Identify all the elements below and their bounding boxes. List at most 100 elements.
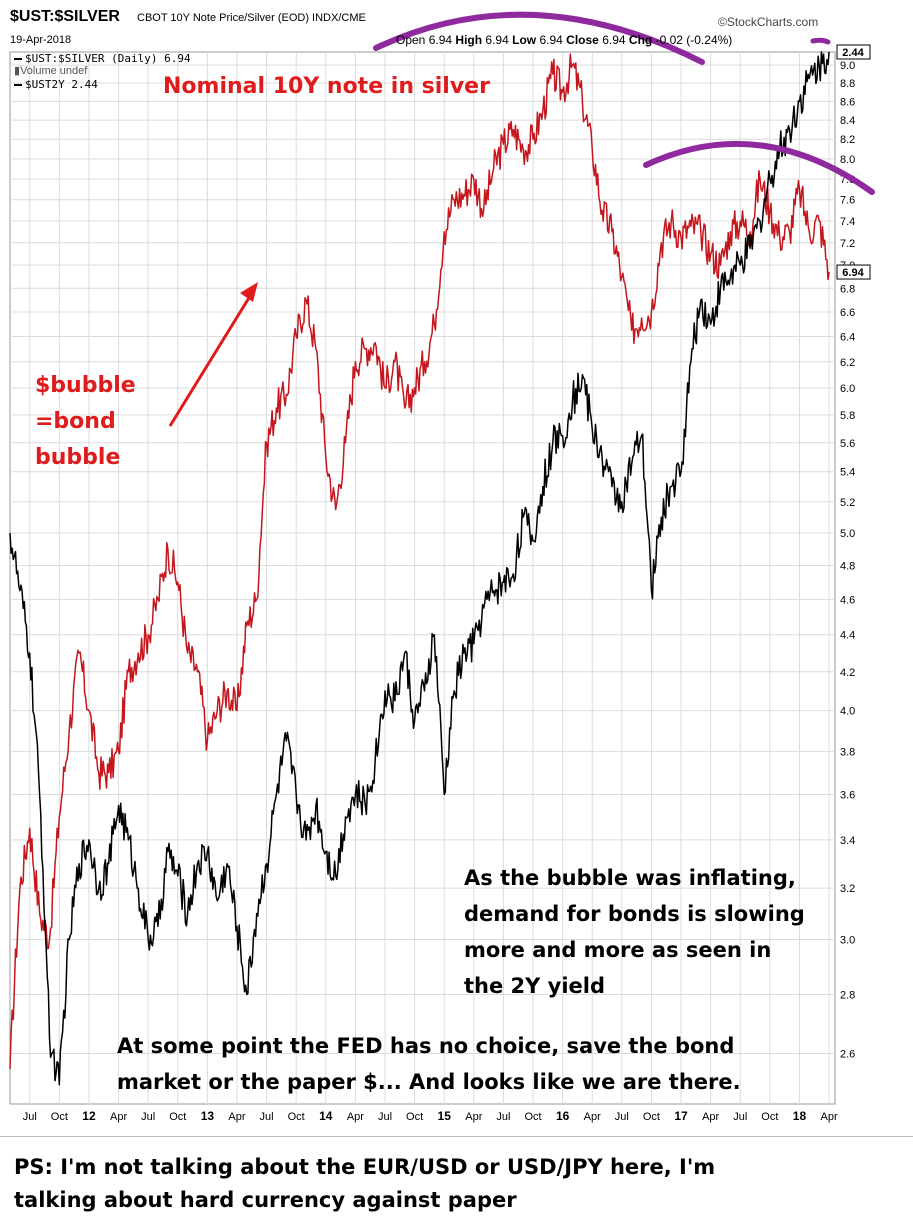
annotation-fed-line: At some point the FED has no choice, sav… [117, 1034, 735, 1058]
badge-label: 6.94 [842, 267, 864, 279]
annotation-fed-line: market or the paper $... And looks like … [117, 1070, 741, 1094]
ps-line: talking about hard currency against pape… [14, 1188, 517, 1212]
chart-symbol: $UST:$SILVER [10, 8, 120, 25]
y-tick-label: 8.0 [840, 154, 855, 166]
y-tick-label: 9.0 [840, 60, 855, 72]
y-tick-label: 4.2 [840, 667, 855, 679]
y-tick-label: 5.6 [840, 438, 855, 450]
y-tick-label: 6.6 [840, 307, 855, 319]
x-tick-label: 14 [319, 1109, 333, 1123]
high-value: 6.94 [485, 33, 509, 47]
x-tick-label: 13 [201, 1109, 215, 1123]
series-group [9, 51, 830, 1086]
x-tick-label: 17 [674, 1109, 688, 1123]
last-value-badge: 2.44 [836, 44, 871, 60]
badge-box [836, 264, 871, 280]
open-value: 6.94 [428, 33, 453, 47]
x-tick-label: 15 [438, 1109, 452, 1123]
small-arc [810, 37, 831, 45]
legend-item-volume: ▮Volume undef [14, 65, 191, 78]
ps-line: PS: I'm not talking about the EUR/USD or… [14, 1155, 716, 1179]
x-tick-label: Oct [406, 1111, 423, 1123]
annotation-inflating-line: demand for bonds is slowing [464, 902, 805, 926]
y-tick-label: 4.4 [840, 630, 855, 642]
x-tick-label: Apr [228, 1111, 245, 1123]
y-tick-label: 5.2 [840, 497, 855, 509]
legend-swatch [14, 58, 22, 60]
annotation-inflating-line: the 2Y yield [464, 974, 606, 998]
y-tick-label: 3.6 [840, 789, 855, 801]
open-label: Open [396, 33, 426, 47]
x-tick-label: Apr [584, 1111, 601, 1123]
x-tick-label: Oct [643, 1111, 660, 1123]
y-tick-label: 6.4 [840, 332, 855, 344]
volume-bars-icon: ▮ [14, 65, 21, 77]
annotation-bubble-line: =bond [35, 409, 116, 434]
close-value: 6.94 [602, 33, 626, 47]
low-value: 6.94 [539, 33, 563, 47]
annotation-bubble: $bubble =bond bubble [35, 368, 136, 476]
y-tick-label: 4.0 [840, 706, 855, 718]
badge-box [836, 44, 871, 60]
series-line-1 [9, 51, 830, 1086]
y-tick-label: 5.0 [840, 528, 855, 540]
annotation-inflating: As the bubble was inflating, demand for … [464, 860, 805, 1004]
y-tick-label: 2.8 [840, 989, 855, 1001]
annotation-bubble-line: $bubble [35, 373, 136, 398]
x-tick-label: Oct [51, 1111, 68, 1123]
low-label: Low [512, 33, 537, 47]
x-tick-label: 12 [82, 1109, 96, 1123]
x-tick-label: Oct [761, 1111, 778, 1123]
y-tick-label: 8.6 [840, 96, 855, 108]
brand-watermark: ©StockCharts.com [718, 15, 819, 29]
x-tick-label: Jul [378, 1111, 392, 1123]
y-tick-label: 6.8 [840, 283, 855, 295]
x-tick-label: Jul [23, 1111, 37, 1123]
y-tick-label: 3.8 [840, 746, 855, 758]
y-tick-label: 8.2 [840, 134, 855, 146]
y-tick-label: 5.4 [840, 467, 855, 479]
chg-label: Chg [628, 33, 653, 47]
ohlc-readout: Open 6.94 High 6.94 Low 6.94 Close 6.94 … [396, 33, 732, 47]
x-tick-label: Jul [615, 1111, 629, 1123]
x-tick-label: 18 [793, 1109, 807, 1123]
legend-swatch [14, 84, 22, 86]
x-tick-label: Apr [347, 1111, 364, 1123]
y-tick-label: 3.2 [840, 883, 855, 895]
y-tick-label: 7.4 [840, 216, 855, 228]
y-tick-label: 7.6 [840, 195, 855, 207]
arrow-head-icon [240, 282, 258, 302]
x-axis: Jul Oct 12 Apr Jul Oct 13 Apr Jul Oct 14 Apr Jul Oct 1… [23, 1109, 838, 1123]
legend-label-ratio: $UST:$SILVER (Daily) 6.94 [25, 52, 191, 65]
last-value-badge: 6.94 [836, 264, 871, 280]
trend-arrow [168, 287, 257, 427]
x-tick-label: Jul [733, 1111, 747, 1123]
y-tick-label: 6.2 [840, 357, 855, 369]
x-tick-label: Oct [288, 1111, 305, 1123]
ps-note: PS: I'm not talking about the EUR/USD or… [0, 1136, 913, 1222]
annotation-inflating-line: As the bubble was inflating, [464, 866, 796, 890]
x-tick-label: Apr [702, 1111, 719, 1123]
ps-text: PS: I'm not talking about the EUR/USD or… [14, 1151, 894, 1217]
x-tick-label: Apr [465, 1111, 482, 1123]
legend: $UST:$SILVER (Daily) 6.94 ▮Volume undef … [14, 52, 191, 91]
legend-label-volume: Volume undef [20, 65, 88, 77]
x-tick-label: Jul [141, 1111, 155, 1123]
x-tick-label: 16 [556, 1109, 570, 1123]
x-tick-label: Apr [110, 1111, 127, 1123]
mid-arc [643, 140, 875, 195]
high-label: High [455, 33, 483, 47]
x-tick-label: Oct [169, 1111, 186, 1123]
y-tick-label: 8.4 [840, 115, 855, 127]
y-axis: 2.6 2.8 3.0 3.2 3.4 3.6 3.8 4.0 4.2 4.4 4.6 4.8 5.0 5… [840, 60, 855, 1060]
legend-item-yield: $UST2Y 2.44 [14, 78, 191, 91]
x-tick-label: Oct [524, 1111, 541, 1123]
series-line-0 [9, 53, 830, 1069]
x-tick-label: Jul [496, 1111, 510, 1123]
y-tick-label: 4.6 [840, 594, 855, 606]
last-value-badges: 2.44 6.94 [836, 44, 871, 280]
annotation-inflating-line: more and more as seen in [464, 938, 772, 962]
y-tick-label: 5.8 [840, 410, 855, 422]
annotation-bubble-line: bubble [35, 445, 121, 470]
